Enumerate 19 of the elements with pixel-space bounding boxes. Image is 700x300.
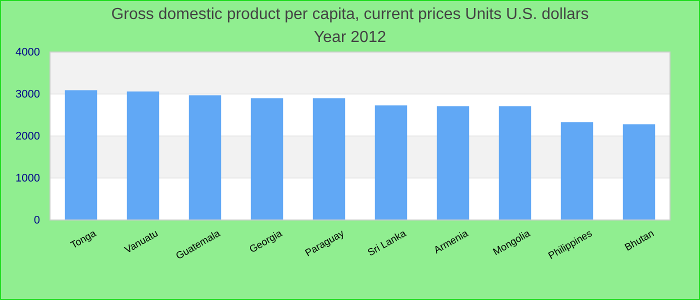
x-tick-label: Sri Lanka — [366, 228, 409, 259]
bar — [64, 90, 98, 220]
bar — [126, 91, 160, 220]
bar — [374, 105, 408, 220]
y-tick-label: 0 — [34, 214, 40, 227]
y-tick-label: 4000 — [16, 46, 40, 59]
chart-title: Gross domestic product per capita, current prices Units U.S. dollars — [111, 6, 589, 23]
chart-subtitle: Year 2012 — [314, 29, 386, 46]
bar — [250, 98, 284, 220]
y-tick-label: 2000 — [16, 130, 40, 143]
bar — [622, 124, 656, 220]
bar — [498, 106, 532, 220]
bar — [312, 98, 346, 220]
x-tick-label: Tonga — [69, 228, 99, 252]
y-tick-label: 3000 — [16, 88, 40, 101]
bar — [436, 106, 470, 220]
y-tick-label: 1000 — [16, 172, 40, 185]
bar — [188, 95, 222, 220]
bar — [560, 122, 594, 220]
